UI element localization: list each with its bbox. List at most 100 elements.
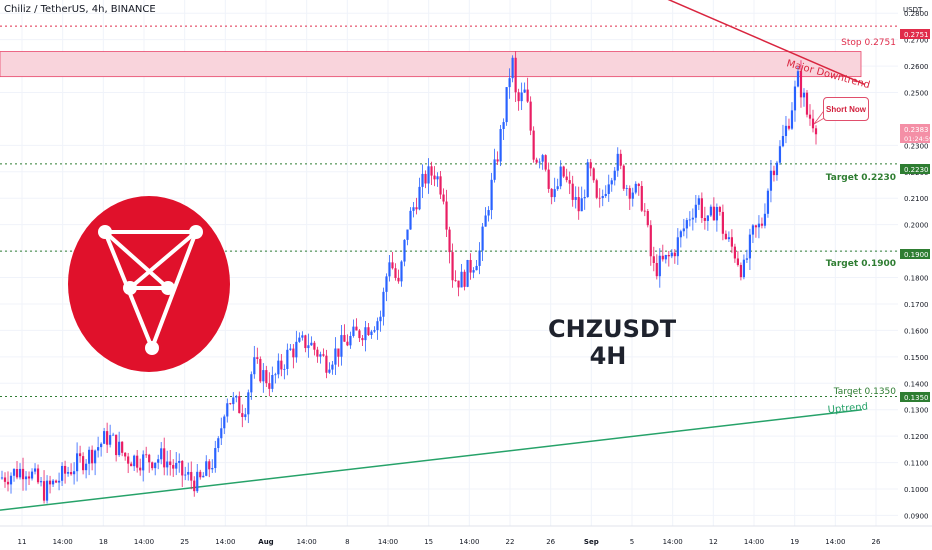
candle-body [721, 211, 724, 234]
candle-body [36, 468, 40, 483]
candle-body [78, 453, 82, 457]
x-tick-label: 14:00 [378, 538, 398, 546]
last-price-label: 0.2383 01:24:59 [900, 124, 932, 143]
candle-body [766, 190, 770, 214]
candle-body [616, 153, 619, 171]
candle-body [124, 452, 127, 457]
candle-body [676, 237, 679, 257]
candle-body [409, 210, 412, 230]
candle-body [718, 206, 721, 212]
x-tick-label: 14:00 [297, 538, 317, 546]
svg-text:0.2751: 0.2751 [904, 31, 929, 39]
symbol-header: Chiliz / TetherUS, 4h, BINANCE [4, 4, 156, 15]
candle-body [544, 155, 547, 170]
y-tick-label: 0.1100 [904, 460, 929, 468]
candle-body [30, 471, 34, 479]
candle-body [91, 449, 94, 464]
time-axis: 11 14:00 18 14:00 25 14:00 Aug 14:00 8 14:00 15 14:… [18, 538, 881, 546]
price-axis-panel [898, 0, 932, 526]
candle-body [556, 186, 559, 190]
candle-body [679, 231, 682, 238]
candle-body [406, 229, 409, 240]
candle-body [172, 465, 175, 469]
svg-text:0.2230: 0.2230 [904, 166, 929, 174]
candle-body [484, 215, 487, 227]
candle-body [529, 101, 532, 131]
candle-body [307, 345, 310, 349]
y-tick-label: 0.2100 [904, 195, 929, 203]
candle-body [337, 348, 340, 357]
candle-body [739, 264, 743, 278]
x-tick-label: 14:00 [134, 538, 154, 546]
candle-body [553, 189, 556, 198]
candle-body [358, 330, 361, 339]
candle-body [265, 370, 268, 384]
candle-body [214, 448, 217, 469]
svg-text:0.1350: 0.1350 [904, 394, 929, 402]
candle-body [781, 136, 785, 147]
candle-body [247, 392, 250, 415]
candle-body [352, 326, 355, 336]
candle-body [424, 173, 427, 184]
candle-body [39, 481, 43, 483]
candle-body [277, 360, 280, 375]
candle-body [163, 448, 166, 468]
x-tick-label: 18 [99, 538, 108, 546]
candle-body [301, 335, 304, 338]
candle-body [97, 447, 100, 451]
candle-body [808, 114, 812, 119]
candle-body [0, 477, 4, 479]
candle-body [18, 468, 22, 478]
candle-body [799, 71, 803, 98]
candle-body [54, 480, 58, 483]
candle-body [232, 397, 235, 405]
candle-body [223, 416, 226, 429]
y-tick-label: 0.2000 [904, 222, 929, 230]
candle-body [640, 186, 643, 211]
candle-body [667, 254, 670, 257]
candle-body [748, 234, 752, 259]
y-tick-label: 0.0900 [904, 512, 929, 520]
candle-body [12, 469, 16, 476]
y-tick-label: 0.2500 [904, 90, 929, 98]
candle-body [526, 89, 529, 102]
candle-body [457, 280, 460, 288]
candle-body [69, 472, 73, 475]
candle-body [811, 118, 815, 129]
candle-body [196, 471, 199, 492]
axis-unit: USDT [903, 6, 923, 14]
candle-body [511, 57, 514, 79]
target1-annotation: Target 0.2230 [826, 173, 896, 183]
candle-body [130, 463, 133, 467]
candle-body [478, 250, 481, 266]
candle-body [199, 471, 202, 478]
candle-body [85, 463, 88, 471]
candle-body [610, 180, 613, 185]
candle-body [634, 183, 637, 193]
candle-body [742, 259, 746, 278]
candles [0, 51, 818, 504]
candle-body [745, 258, 749, 260]
candle-body [580, 198, 583, 212]
candle-body [259, 358, 262, 382]
x-tick-label: 11 [18, 538, 27, 546]
candle-body [370, 331, 373, 336]
candle-body [583, 197, 586, 199]
candle-body [442, 194, 445, 202]
candle-body [802, 92, 806, 98]
y-tick-label: 0.1300 [904, 407, 929, 415]
x-tick-label: 14:00 [825, 538, 845, 546]
candle-body [373, 330, 376, 332]
x-tick-label: 26 [872, 538, 881, 546]
candle-body [460, 271, 463, 288]
x-tick-label: 14:00 [53, 538, 73, 546]
candle-body [63, 465, 67, 474]
candle-body [316, 349, 319, 357]
candle-body [181, 460, 184, 476]
candle-body [151, 462, 154, 469]
candle-body [700, 198, 703, 219]
candle-body [325, 355, 328, 373]
candle-body [493, 159, 496, 180]
candle-body [433, 175, 436, 180]
candle-body [139, 467, 142, 471]
